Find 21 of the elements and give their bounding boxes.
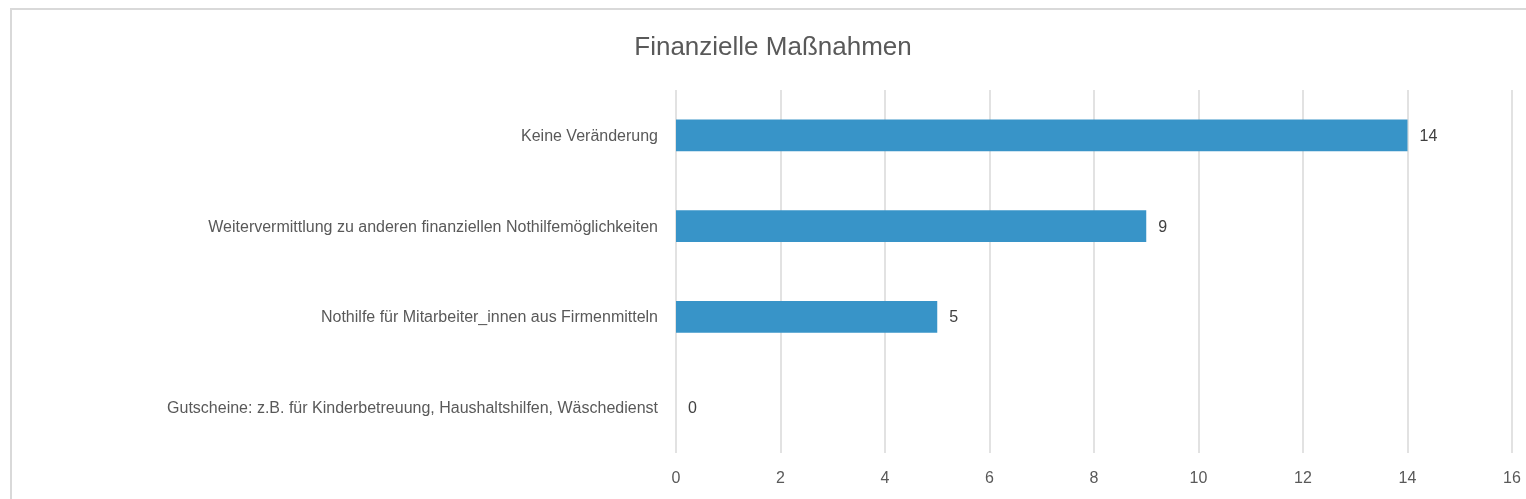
bar (676, 210, 1147, 243)
y-tick-label: Keine Veränderung (521, 126, 658, 144)
chart-title: Finanzielle Maßnahmen (634, 31, 912, 61)
x-tick-label: 4 (880, 468, 890, 486)
data-label: 14 (1419, 126, 1438, 144)
x-tick-label: 14 (1398, 468, 1417, 486)
data-label: 5 (949, 308, 959, 326)
x-tick-label: 10 (1189, 468, 1208, 486)
data-label: 0 (688, 399, 697, 417)
x-tick-label: 6 (985, 468, 995, 486)
bar (676, 119, 1408, 152)
x-tick-label: 2 (776, 468, 786, 486)
x-tick-label: 8 (1089, 468, 1099, 486)
x-tick-label: 12 (1294, 468, 1312, 486)
y-tick-label: Gutscheine: z.B. für Kinderbetreuung, Haushaltshilfen, Wäschedienst (167, 399, 659, 417)
y-tick-label: Nothilfe für Mitarbeiter_innen aus Firmenmitteln (320, 308, 658, 327)
x-tick-label: 16 (1503, 468, 1521, 486)
y-tick-label: Weitervermittlung zu anderen finanziellen Nothilfemöglichkeiten (208, 217, 658, 235)
x-tick-label: 0 (671, 468, 681, 486)
bar (676, 300, 938, 333)
data-label: 9 (1158, 217, 1168, 235)
